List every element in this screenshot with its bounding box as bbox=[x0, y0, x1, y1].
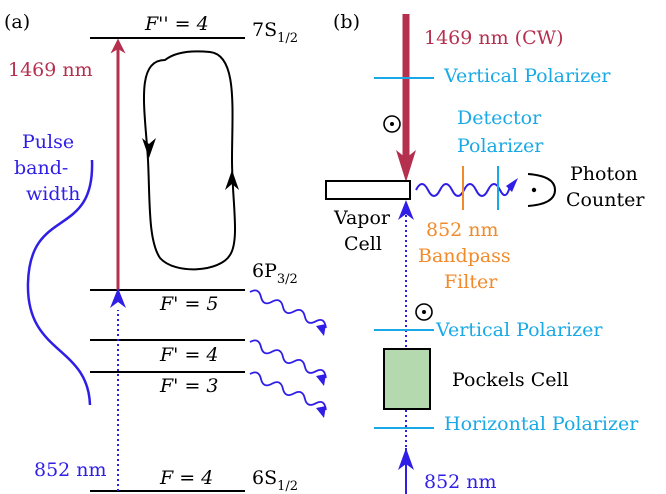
vapor-label-line1: Vapor bbox=[333, 207, 391, 229]
level-f5-label: F' = 5 bbox=[159, 293, 219, 315]
pulse-label-line1: Pulse bbox=[22, 131, 74, 153]
level-f4p-label: F' = 4 bbox=[159, 344, 219, 366]
horizontal-polarizer-label: Horizontal Polarizer bbox=[444, 413, 639, 435]
cw-1469-arrowhead bbox=[396, 150, 416, 182]
vertical-polarizer-top-label: Vertical Polarizer bbox=[443, 65, 611, 87]
cycle-loop bbox=[143, 50, 237, 271]
detector-label-line2: Polarizer bbox=[457, 135, 544, 157]
polarization-dot-mid-ring bbox=[415, 303, 433, 321]
filter-label-line2: Bandpass bbox=[418, 245, 511, 267]
filter-label-line1: 852 nm bbox=[426, 219, 499, 241]
photon-counter-dot bbox=[531, 187, 537, 193]
blue-852-arrowhead bbox=[110, 288, 126, 308]
photon-counter-symbol bbox=[527, 173, 557, 207]
panel-b-label: (b) bbox=[333, 11, 360, 33]
polarization-dot-top-center bbox=[390, 122, 394, 126]
level-ground-f-label: F = 4 bbox=[159, 467, 213, 489]
polarization-dot-top-ring bbox=[383, 115, 401, 133]
probe-852-arrowhead-top bbox=[398, 200, 414, 220]
vapor-label-line2: Cell bbox=[344, 233, 382, 255]
pulse-label-line3: width bbox=[26, 183, 80, 205]
photon-counter-label-line1: Photon bbox=[570, 163, 638, 185]
level-6s-label: 6S1/2 bbox=[252, 467, 298, 494]
loop-arrow-up bbox=[225, 170, 239, 190]
emission-squiggle-f3p bbox=[249, 371, 327, 411]
level-top-f-label: F'' = 4 bbox=[144, 13, 209, 35]
detector-label-line1: Detector bbox=[457, 107, 542, 129]
emission-arrow-f3p bbox=[316, 406, 326, 418]
pockels-cell bbox=[383, 348, 431, 410]
panel-b: (b) 1469 nm (CW) Vertical Polarizer Vapo… bbox=[325, 11, 645, 494]
level-6p-label: 6P3/2 bbox=[252, 260, 298, 287]
output-photon-arrowhead bbox=[506, 178, 518, 192]
vertical-polarizer-bottom-label: Vertical Polarizer bbox=[435, 319, 603, 341]
panel-a: (a) F'' = 4 7S1/2 6P3/2 F' = 5 F' = 4 F'… bbox=[4, 11, 327, 494]
probe-852-arrowhead-bottom bbox=[398, 448, 414, 470]
loop-arrow-down bbox=[142, 138, 156, 158]
level-7s-label: 7S1/2 bbox=[252, 19, 298, 46]
panel-a-label: (a) bbox=[4, 11, 30, 33]
laser-1469-label: 1469 nm bbox=[8, 59, 93, 81]
probe-laser-label: 852 nm bbox=[424, 471, 497, 493]
emission-squiggle-f5 bbox=[249, 289, 327, 329]
filter-label-line3: Filter bbox=[444, 271, 498, 293]
pulse-bandwidth-curve bbox=[26, 159, 94, 406]
emission-squiggle-f4p bbox=[249, 339, 327, 379]
emission-arrow-f4p bbox=[316, 374, 326, 386]
vapor-cell bbox=[325, 180, 411, 200]
pockels-cell-label: Pockels Cell bbox=[452, 369, 569, 391]
photon-counter-label-line2: Counter bbox=[566, 189, 645, 211]
pulse-label-line2: band- bbox=[14, 157, 68, 179]
polarization-dot-mid-center bbox=[422, 310, 426, 314]
emission-arrow-f5 bbox=[316, 324, 326, 336]
level-f3p-label: F' = 3 bbox=[159, 375, 219, 397]
cw-laser-label: 1469 nm (CW) bbox=[424, 27, 564, 49]
laser-852-label: 852 nm bbox=[34, 459, 107, 481]
